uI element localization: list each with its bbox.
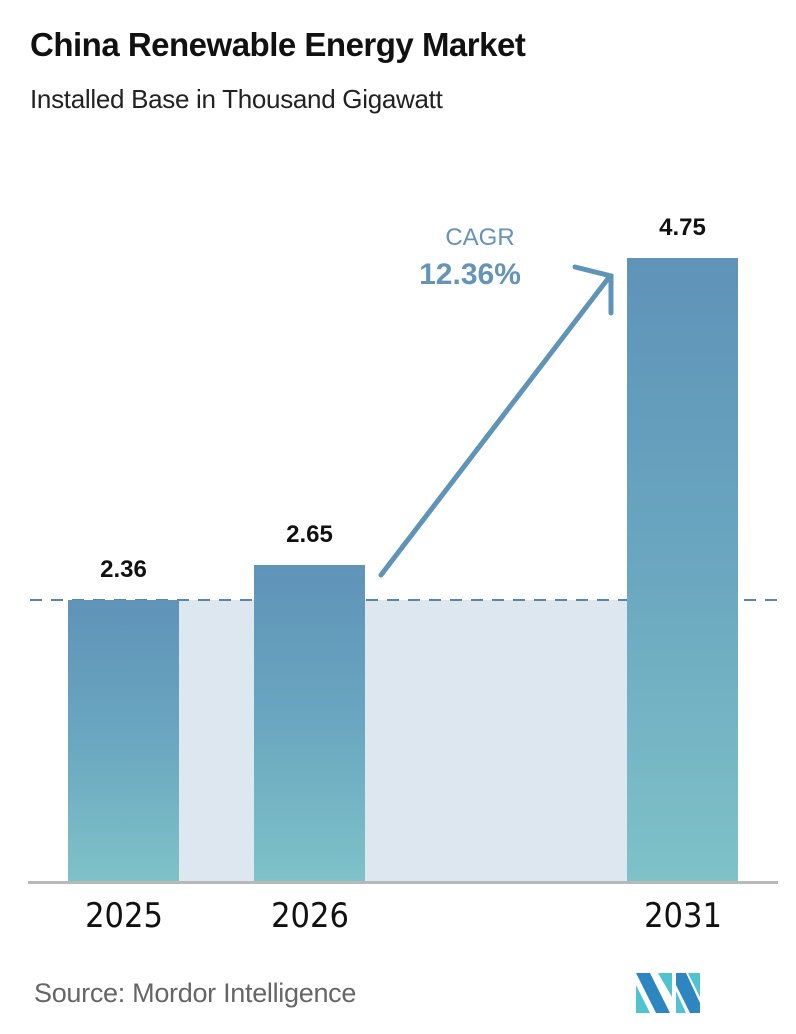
chart-subtitle: Installed Base in Thousand Gigawatt bbox=[30, 84, 443, 114]
bar-value-2026: 2.65 bbox=[286, 521, 333, 548]
x-label-2031: 2031 bbox=[644, 896, 722, 936]
bar-2026 bbox=[254, 565, 365, 882]
bar-value-2025: 2.36 bbox=[100, 556, 147, 583]
x-label-2026: 2026 bbox=[271, 896, 349, 936]
source-text: Source: Mordor Intelligence bbox=[34, 978, 357, 1008]
cagr-label: CAGR bbox=[445, 224, 515, 251]
mordor-intelligence-logo-icon bbox=[636, 973, 700, 1013]
cagr-value: 12.36% bbox=[419, 258, 521, 291]
chart-title: China Renewable Energy Market bbox=[30, 26, 526, 63]
bar-2031 bbox=[627, 258, 738, 882]
x-axis-baseline bbox=[28, 881, 778, 884]
bar-2025 bbox=[68, 600, 179, 882]
x-label-2025: 2025 bbox=[85, 896, 163, 936]
bar-value-2031: 4.75 bbox=[659, 214, 706, 241]
